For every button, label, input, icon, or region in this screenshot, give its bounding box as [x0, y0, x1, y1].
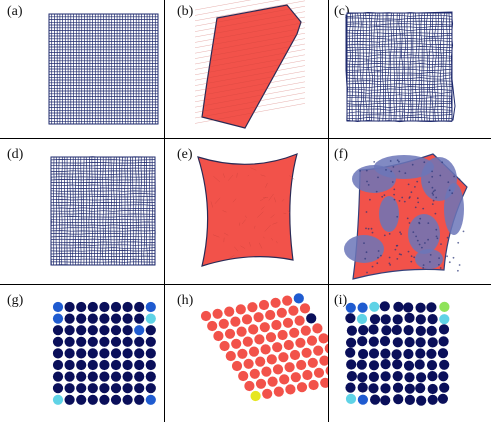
- panel-label-h: (h): [177, 293, 194, 308]
- dot-grid-rhombus-image: [200, 293, 328, 402]
- panel-e: (e): [165, 139, 328, 284]
- panel-f: (f): [329, 139, 491, 284]
- mesh-square-image: [50, 156, 156, 266]
- dot-grid-distorted-image: [345, 301, 450, 406]
- panel-label-d: (d): [7, 147, 24, 162]
- panel-d: (d): [0, 139, 164, 284]
- panel-c: (c): [329, 0, 491, 138]
- divider-horizontal-2: [0, 284, 491, 285]
- mesh-square-image: [48, 13, 159, 125]
- divider-horizontal-1: [0, 138, 491, 139]
- mesh-distorted-image: [345, 11, 456, 123]
- divider-vertical-2: [328, 0, 329, 422]
- panel-label-f: (f): [334, 147, 348, 162]
- panel-label-b: (b): [177, 4, 194, 19]
- panel-label-a: (a): [7, 4, 23, 19]
- panel-g: (g): [0, 285, 164, 422]
- rhombus-red-image: [194, 0, 306, 129]
- panel-h: (h): [165, 285, 328, 422]
- pillow-mixed-image: [344, 153, 468, 280]
- panel-label-e: (e): [177, 147, 193, 162]
- divider-vertical-1: [164, 0, 165, 422]
- panel-label-i: (i): [334, 293, 348, 308]
- dot-grid-square-image: [52, 301, 156, 405]
- panel-a: (a): [0, 0, 164, 138]
- pillow-red-image: [197, 152, 298, 267]
- panel-b: (b): [165, 0, 328, 138]
- panel-label-g: (g): [7, 293, 24, 308]
- panel-i: (i): [329, 285, 491, 422]
